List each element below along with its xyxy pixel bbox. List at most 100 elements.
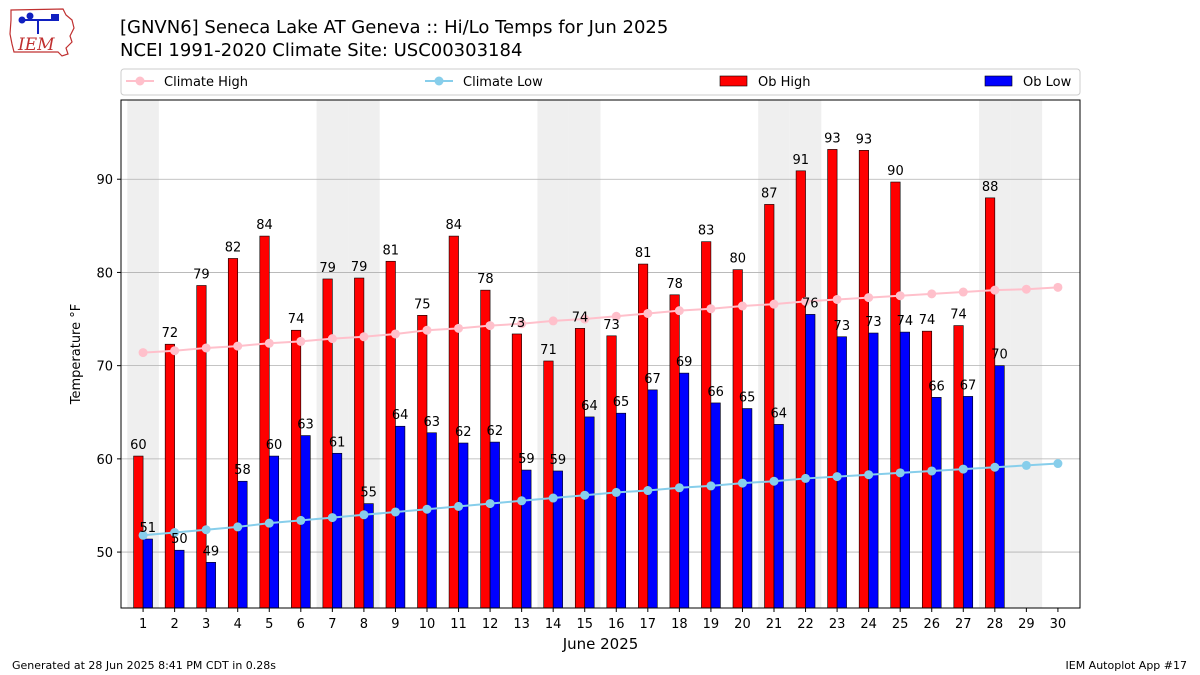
- climate-low-point: [1021, 460, 1031, 470]
- ob-high-label: 72: [162, 326, 179, 341]
- climate-high-point: [296, 336, 306, 346]
- climate-low-line: [142, 462, 1058, 537]
- x-tick-label: 14: [545, 617, 562, 632]
- climate-high-point: [201, 343, 211, 353]
- climate-high-point: [454, 323, 464, 333]
- x-tick-label: 1: [139, 617, 147, 632]
- climate-low-point: [769, 476, 779, 486]
- climate-low-point: [737, 478, 747, 488]
- climate-low-point: [643, 486, 653, 496]
- ob-high-label: 71: [540, 343, 557, 358]
- climate-low-point: [580, 490, 590, 500]
- x-tick-label: 3: [202, 617, 210, 632]
- x-tick-label: 18: [671, 617, 688, 632]
- ob-high-label: 74: [950, 308, 967, 323]
- ob-high-label: 79: [351, 260, 368, 275]
- ob-low-bar: [773, 424, 784, 609]
- ob-high-label: 78: [477, 272, 494, 287]
- climate-high-point: [548, 316, 558, 326]
- x-tick-label: 8: [360, 617, 368, 632]
- ob-high-bar: [701, 241, 712, 609]
- chart-subtitle: NCEI 1991-2020 Climate Site: USC00303184: [120, 40, 523, 61]
- ob-low-label: 66: [707, 385, 724, 400]
- climate-low-point: [359, 510, 369, 520]
- ob-low-label: 64: [581, 399, 598, 414]
- ob-low-bar: [458, 442, 469, 609]
- ob-low-bar: [142, 538, 153, 609]
- ob-high-label: 93: [856, 132, 873, 147]
- climate-low-point: [864, 470, 874, 480]
- y-tick-label: 60: [96, 453, 113, 468]
- ob-high-bar: [574, 328, 586, 609]
- climate-low-point: [485, 499, 495, 509]
- weekend-band: [1010, 100, 1043, 608]
- legend-ob-low-swatch: [984, 75, 1013, 87]
- ob-high-bar: [795, 170, 806, 609]
- ob-low-label: 67: [644, 372, 661, 387]
- ob-low-label: 67: [960, 378, 977, 393]
- ob-high-label: 81: [382, 243, 399, 258]
- legend-climate-high-label: Climate High: [164, 75, 248, 90]
- data-labels: 60 72 79 82 84 74 79 79 81 75 84 78 73 71 74 73 81 78 83 80…: [130, 131, 1008, 559]
- ob-low-bar: [931, 397, 942, 609]
- climate-high-point: [990, 285, 1000, 295]
- x-tick-label: 29: [1018, 617, 1035, 632]
- ob-high-label: 81: [635, 246, 652, 261]
- ob-high-bar: [196, 285, 207, 609]
- ob-low-bar: [994, 365, 1005, 609]
- x-tick-label: 21: [766, 617, 783, 632]
- x-tick-label: 24: [860, 617, 877, 632]
- climate-low-point: [990, 462, 1000, 472]
- ob-high-label: 88: [982, 180, 999, 195]
- climate-low-point: [611, 487, 621, 497]
- ob-high-bar: [385, 260, 396, 609]
- ob-high-label: 75: [414, 297, 431, 312]
- climate-low-point: [233, 522, 243, 532]
- ob-low-label: 74: [897, 314, 914, 329]
- ob-high-bar: [985, 197, 996, 609]
- legend-climate-low-marker: [434, 76, 444, 86]
- ob-low-label: 64: [770, 406, 787, 421]
- ob-high-label: 87: [761, 186, 778, 201]
- ob-high-label: 80: [729, 252, 746, 267]
- ob-low-label: 58: [234, 463, 251, 478]
- ob-low-label: 66: [928, 379, 945, 394]
- y-tick-label: 80: [96, 266, 113, 281]
- climate-low-point: [832, 472, 842, 482]
- ob-low-label: 51: [140, 521, 157, 536]
- x-axis: 1 2 3 4 5 6 7 8 9 10 11 12 13 14 15 16 17 18 19 20 21 22 23 24 2…: [139, 608, 1066, 632]
- ob-high-bar: [354, 277, 365, 609]
- climate-high-point: [737, 301, 747, 311]
- climate-high-point: [485, 321, 495, 331]
- y-tick-label: 50: [96, 546, 113, 561]
- ob-high-label: 60: [130, 438, 147, 453]
- legend-ob-low-label: Ob Low: [1023, 75, 1072, 90]
- climate-high-point: [1021, 284, 1031, 294]
- ob-high-bar: [669, 294, 680, 609]
- iem-logo: IEM: [9, 8, 75, 57]
- ob-low-bar: [174, 549, 185, 609]
- climate-high-point: [233, 341, 243, 351]
- ob-low-label: 49: [203, 544, 220, 559]
- x-tick-label: 30: [1050, 617, 1067, 632]
- ob-low-bar: [552, 470, 563, 609]
- ob-low-bar: [615, 412, 627, 609]
- legend-climate-high-marker: [135, 76, 145, 86]
- ob-low-bar: [237, 480, 248, 609]
- ob-high-bar: [480, 289, 491, 609]
- x-tick-label: 28: [987, 617, 1004, 632]
- ob-high-bar: [732, 269, 743, 609]
- ob-high-bar: [227, 258, 239, 609]
- climate-high-point: [643, 308, 653, 318]
- climate-low-point: [327, 513, 337, 523]
- logo-text: IEM: [17, 35, 55, 55]
- climate-high-point: [138, 348, 148, 358]
- ob-low-label: 50: [171, 532, 188, 547]
- climate-low-point: [264, 518, 274, 528]
- x-tick-label: 27: [955, 617, 972, 632]
- x-tick-label: 4: [234, 617, 242, 632]
- climate-high-point: [170, 346, 180, 356]
- ob-high-label: 79: [319, 261, 336, 276]
- ob-low-bar: [805, 314, 816, 609]
